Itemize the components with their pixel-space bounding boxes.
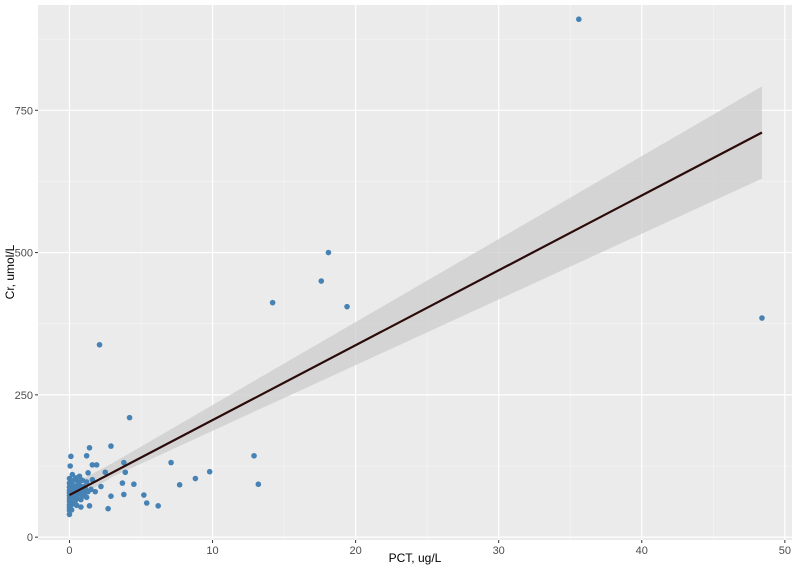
plot-panel xyxy=(38,5,792,540)
data-point xyxy=(102,469,109,476)
data-point xyxy=(143,500,150,506)
data-point xyxy=(92,488,99,495)
x-tick-label: 0 xyxy=(66,545,72,557)
x-tick-label: 50 xyxy=(779,545,791,557)
data-point xyxy=(121,491,127,498)
x-tick-label: 20 xyxy=(349,545,361,557)
data-point xyxy=(89,462,96,468)
data-point xyxy=(155,503,161,509)
regression-line xyxy=(68,131,763,497)
data-point xyxy=(68,453,74,460)
data-point xyxy=(83,479,90,485)
y-tick-label: 250 xyxy=(15,390,33,402)
y-tick-label: 500 xyxy=(15,248,33,260)
y-tick-label: 0 xyxy=(27,532,33,544)
data-point xyxy=(68,507,75,513)
data-point xyxy=(192,475,199,482)
y-axis-ticks: 0 250 500 750 xyxy=(15,105,38,544)
data-point xyxy=(119,480,126,486)
data-point xyxy=(81,492,88,498)
y-axis-title: Cr, umol/L xyxy=(3,244,17,299)
data-point xyxy=(122,469,129,476)
data-point xyxy=(89,476,96,483)
data-point xyxy=(69,471,76,478)
data-point xyxy=(73,475,79,481)
data-point xyxy=(759,315,765,321)
data-point xyxy=(269,299,276,306)
data-point xyxy=(121,459,127,466)
data-point xyxy=(206,468,213,475)
data-point xyxy=(85,470,91,476)
data-point xyxy=(83,452,90,459)
data-point xyxy=(108,493,114,499)
data-point xyxy=(73,483,80,489)
data-point xyxy=(68,480,74,486)
data-point xyxy=(251,452,257,459)
data-point xyxy=(86,444,93,451)
x-tick-label: 40 xyxy=(636,545,648,557)
data-point xyxy=(98,483,104,490)
data-point xyxy=(66,475,73,482)
data-point xyxy=(85,488,91,495)
minor-grid xyxy=(38,5,792,540)
data-point xyxy=(325,249,332,256)
data-point xyxy=(126,414,133,421)
data-point xyxy=(86,503,93,509)
x-tick-label: 30 xyxy=(493,545,505,557)
data-point xyxy=(576,16,582,23)
data-point xyxy=(176,481,183,488)
data-point xyxy=(78,496,84,503)
data-point xyxy=(318,278,325,284)
data-point xyxy=(67,463,73,469)
data-point xyxy=(141,492,147,498)
data-point xyxy=(131,481,137,488)
confidence-band xyxy=(69,86,762,504)
data-point xyxy=(255,481,262,488)
data-point xyxy=(66,511,73,518)
x-axis-title: PCT, ug/L xyxy=(389,551,442,565)
data-point xyxy=(93,462,100,468)
data-point xyxy=(105,505,111,512)
data-point xyxy=(96,341,103,348)
data-point xyxy=(168,459,174,466)
data-point xyxy=(108,443,114,449)
data-point xyxy=(73,502,80,509)
data-points xyxy=(66,16,765,518)
x-axis-ticks: 0 10 20 30 40 50 xyxy=(66,540,791,557)
data-point xyxy=(344,303,350,310)
data-point xyxy=(78,504,84,510)
y-tick-label: 750 xyxy=(15,105,33,117)
x-tick-label: 10 xyxy=(206,545,218,557)
